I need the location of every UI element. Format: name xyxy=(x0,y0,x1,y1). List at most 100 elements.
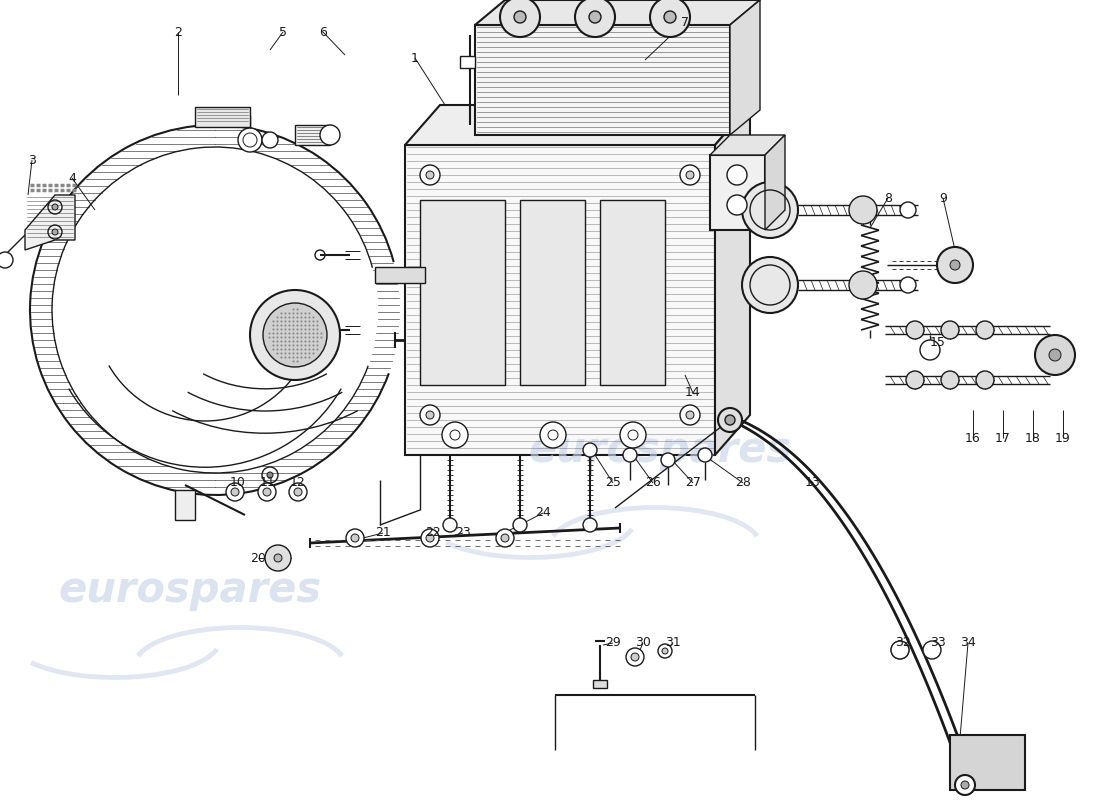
Circle shape xyxy=(250,290,340,380)
Circle shape xyxy=(263,303,327,367)
Bar xyxy=(375,267,425,283)
Circle shape xyxy=(583,443,597,457)
Circle shape xyxy=(923,641,940,659)
Circle shape xyxy=(514,11,526,23)
Circle shape xyxy=(496,529,514,547)
Text: 10: 10 xyxy=(230,477,246,490)
Text: 31: 31 xyxy=(666,637,681,650)
Circle shape xyxy=(258,483,276,501)
Circle shape xyxy=(320,125,340,145)
Circle shape xyxy=(443,518,456,532)
Circle shape xyxy=(231,488,239,496)
Circle shape xyxy=(680,405,700,425)
Circle shape xyxy=(686,411,694,419)
Circle shape xyxy=(500,534,509,542)
Circle shape xyxy=(226,483,244,501)
Circle shape xyxy=(623,448,637,462)
Circle shape xyxy=(976,371,994,389)
Circle shape xyxy=(940,371,959,389)
Text: 6: 6 xyxy=(319,26,327,38)
Circle shape xyxy=(238,128,262,152)
Circle shape xyxy=(849,271,877,299)
Circle shape xyxy=(294,488,302,496)
Circle shape xyxy=(426,171,434,179)
Circle shape xyxy=(620,422,646,448)
Text: 23: 23 xyxy=(455,526,471,539)
Bar xyxy=(600,200,666,385)
Bar xyxy=(295,125,330,145)
Circle shape xyxy=(686,171,694,179)
Circle shape xyxy=(900,202,916,218)
Text: 26: 26 xyxy=(645,477,661,490)
Text: eurospares: eurospares xyxy=(58,569,321,611)
Circle shape xyxy=(575,0,615,37)
Polygon shape xyxy=(764,135,785,230)
Circle shape xyxy=(664,11,676,23)
Bar xyxy=(710,155,764,230)
Circle shape xyxy=(920,340,940,360)
Text: 20: 20 xyxy=(250,551,266,565)
Circle shape xyxy=(52,204,58,210)
Text: eurospares: eurospares xyxy=(528,429,792,471)
Circle shape xyxy=(937,247,974,283)
Circle shape xyxy=(513,518,527,532)
Circle shape xyxy=(289,483,307,501)
Circle shape xyxy=(262,132,278,148)
Text: 7: 7 xyxy=(681,15,689,29)
Bar xyxy=(475,25,730,135)
Circle shape xyxy=(900,277,916,293)
Circle shape xyxy=(725,415,735,425)
Text: 12: 12 xyxy=(290,477,306,490)
Text: 24: 24 xyxy=(535,506,551,519)
Polygon shape xyxy=(405,105,750,145)
Circle shape xyxy=(540,422,566,448)
Text: 25: 25 xyxy=(605,477,620,490)
Circle shape xyxy=(421,529,439,547)
Circle shape xyxy=(426,411,434,419)
Circle shape xyxy=(698,448,712,462)
Text: 9: 9 xyxy=(939,191,947,205)
Circle shape xyxy=(849,196,877,224)
Circle shape xyxy=(0,252,13,268)
Circle shape xyxy=(626,648,644,666)
Circle shape xyxy=(680,165,700,185)
Text: 16: 16 xyxy=(965,431,981,445)
Bar xyxy=(460,56,475,68)
Circle shape xyxy=(906,371,924,389)
Text: 32: 32 xyxy=(895,637,911,650)
Circle shape xyxy=(420,165,440,185)
Polygon shape xyxy=(710,135,785,155)
Circle shape xyxy=(662,648,668,654)
Bar xyxy=(195,107,250,127)
Text: 5: 5 xyxy=(279,26,287,38)
Circle shape xyxy=(650,0,690,37)
Circle shape xyxy=(267,472,273,478)
Text: 2: 2 xyxy=(174,26,182,38)
Circle shape xyxy=(265,545,292,571)
Circle shape xyxy=(976,321,994,339)
Polygon shape xyxy=(730,0,760,135)
Circle shape xyxy=(961,781,969,789)
Circle shape xyxy=(906,321,924,339)
Text: 3: 3 xyxy=(29,154,36,166)
Circle shape xyxy=(274,554,282,562)
Circle shape xyxy=(891,641,909,659)
Text: 33: 33 xyxy=(931,637,946,650)
Text: 29: 29 xyxy=(605,637,620,650)
Text: 28: 28 xyxy=(735,477,751,490)
Bar xyxy=(593,680,607,688)
Circle shape xyxy=(346,529,364,547)
Circle shape xyxy=(661,453,675,467)
Text: 8: 8 xyxy=(884,191,892,205)
Circle shape xyxy=(1035,335,1075,375)
Bar xyxy=(950,735,1025,790)
Bar xyxy=(420,200,505,385)
Text: 18: 18 xyxy=(1025,431,1041,445)
Text: 17: 17 xyxy=(996,431,1011,445)
Text: 19: 19 xyxy=(1055,431,1071,445)
Circle shape xyxy=(940,321,959,339)
Text: 27: 27 xyxy=(685,477,701,490)
Circle shape xyxy=(950,260,960,270)
Circle shape xyxy=(52,229,58,235)
Circle shape xyxy=(263,488,271,496)
